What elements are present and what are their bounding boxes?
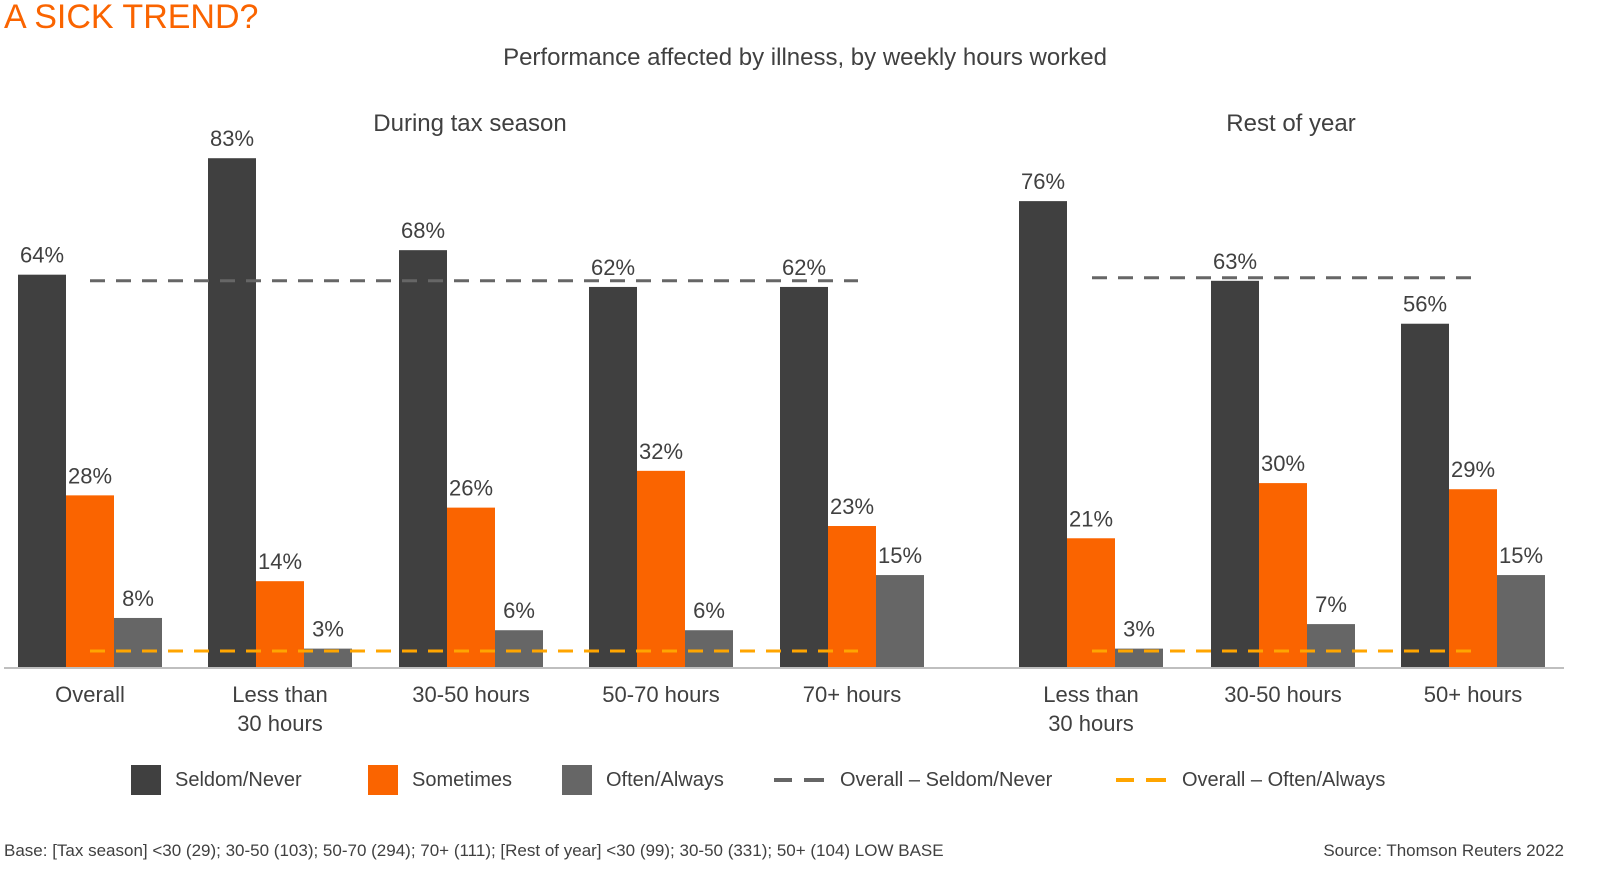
legend-item-often: Often/Always bbox=[562, 764, 724, 796]
data-label: 68% bbox=[401, 218, 445, 243]
x-tick-label: 30-50 hours bbox=[1224, 682, 1341, 707]
bar-often bbox=[1497, 575, 1545, 667]
data-label: 29% bbox=[1451, 457, 1495, 482]
legend-label: Overall – Often/Always bbox=[1182, 768, 1386, 791]
panel-title-rest-of-year: Rest of year bbox=[1226, 110, 1356, 137]
data-label: 64% bbox=[20, 243, 64, 268]
data-label: 3% bbox=[1123, 617, 1155, 642]
bar-seldom bbox=[18, 274, 66, 667]
data-label: 83% bbox=[210, 126, 254, 151]
data-label: 3% bbox=[312, 617, 344, 642]
data-label: 23% bbox=[830, 494, 874, 519]
panel-title-tax-season: During tax season bbox=[373, 110, 567, 137]
bar-seldom bbox=[1019, 201, 1067, 667]
bar-often bbox=[685, 630, 733, 667]
x-tick-label: Less than bbox=[232, 682, 327, 707]
chart-title: Performance affected by illness, by week… bbox=[503, 44, 1107, 71]
bar-sometimes bbox=[1259, 483, 1307, 667]
data-label: 56% bbox=[1403, 292, 1447, 317]
bar-seldom bbox=[208, 158, 256, 667]
bar-chart: 64% 28% 8% Overall 83% 14% 3% Less than 30 hours… bbox=[4, 126, 1564, 736]
data-label: 32% bbox=[639, 439, 683, 464]
bar-sometimes bbox=[637, 470, 685, 667]
legend-dash-overall-seldom bbox=[774, 778, 824, 782]
data-label: 62% bbox=[591, 255, 635, 280]
legend-label: Sometimes bbox=[412, 768, 513, 791]
footnote-base: Base: [Tax season] <30 (29); 30-50 (103)… bbox=[4, 841, 944, 860]
data-label: 15% bbox=[1499, 543, 1543, 568]
legend-label: Seldom/Never bbox=[175, 768, 302, 791]
x-tick-label: 30-50 hours bbox=[412, 682, 529, 707]
source-credit: Source: Thomson Reuters 2022 bbox=[1323, 841, 1564, 860]
x-tick-label: Less than bbox=[1043, 682, 1138, 707]
data-label: 30% bbox=[1261, 451, 1305, 476]
legend-item-overall-seldom: Overall – Seldom/Never bbox=[774, 764, 1052, 796]
bar-often bbox=[304, 648, 352, 667]
legend-swatch-often bbox=[562, 765, 592, 795]
data-label: 26% bbox=[449, 476, 493, 501]
bar-seldom bbox=[399, 250, 447, 667]
bar-seldom bbox=[589, 286, 637, 667]
x-tick-label: 30 hours bbox=[1048, 711, 1134, 736]
bar-seldom bbox=[1211, 280, 1259, 667]
legend-item-seldom: Seldom/Never bbox=[131, 764, 302, 796]
x-tick-label: Overall bbox=[55, 682, 125, 707]
bar-sometimes bbox=[447, 507, 495, 667]
data-label: 21% bbox=[1069, 506, 1113, 531]
legend-swatch-seldom bbox=[131, 765, 161, 795]
kicker-title: A SICK TREND? bbox=[4, 0, 259, 36]
legend-swatch-sometimes bbox=[368, 765, 398, 795]
data-label: 6% bbox=[693, 598, 725, 623]
bar-seldom bbox=[780, 286, 828, 667]
legend-label: Overall – Seldom/Never bbox=[840, 768, 1053, 791]
data-label: 14% bbox=[258, 549, 302, 574]
bar-often bbox=[1307, 624, 1355, 667]
data-label: 76% bbox=[1021, 169, 1065, 194]
x-tick-label: 70+ hours bbox=[803, 682, 901, 707]
data-label: 15% bbox=[878, 543, 922, 568]
data-label: 63% bbox=[1213, 249, 1257, 274]
legend-dash-overall-often bbox=[1116, 778, 1166, 782]
bar-seldom bbox=[1401, 323, 1449, 667]
bar-sometimes bbox=[828, 526, 876, 667]
legend: Seldom/Never Sometimes Often/Always Over… bbox=[0, 764, 1600, 796]
bar-sometimes bbox=[1449, 489, 1497, 667]
legend-item-overall-often: Overall – Often/Always bbox=[1116, 764, 1385, 796]
x-tick-label: 50-70 hours bbox=[602, 682, 719, 707]
bar-often bbox=[495, 630, 543, 667]
data-label: 28% bbox=[68, 463, 112, 488]
data-label: 6% bbox=[503, 598, 535, 623]
data-label: 8% bbox=[122, 586, 154, 611]
bar-often bbox=[114, 617, 162, 667]
x-tick-label: 50+ hours bbox=[1424, 682, 1522, 707]
data-label: 62% bbox=[782, 255, 826, 280]
legend-item-sometimes: Sometimes bbox=[368, 764, 512, 796]
x-tick-label: 30 hours bbox=[237, 711, 323, 736]
bar-sometimes bbox=[256, 581, 304, 667]
data-label: 7% bbox=[1315, 592, 1347, 617]
bar-often bbox=[876, 575, 924, 667]
legend-label: Often/Always bbox=[606, 768, 724, 791]
bar-often bbox=[1115, 648, 1163, 667]
bar-sometimes bbox=[66, 495, 114, 667]
bar-sometimes bbox=[1067, 538, 1115, 667]
